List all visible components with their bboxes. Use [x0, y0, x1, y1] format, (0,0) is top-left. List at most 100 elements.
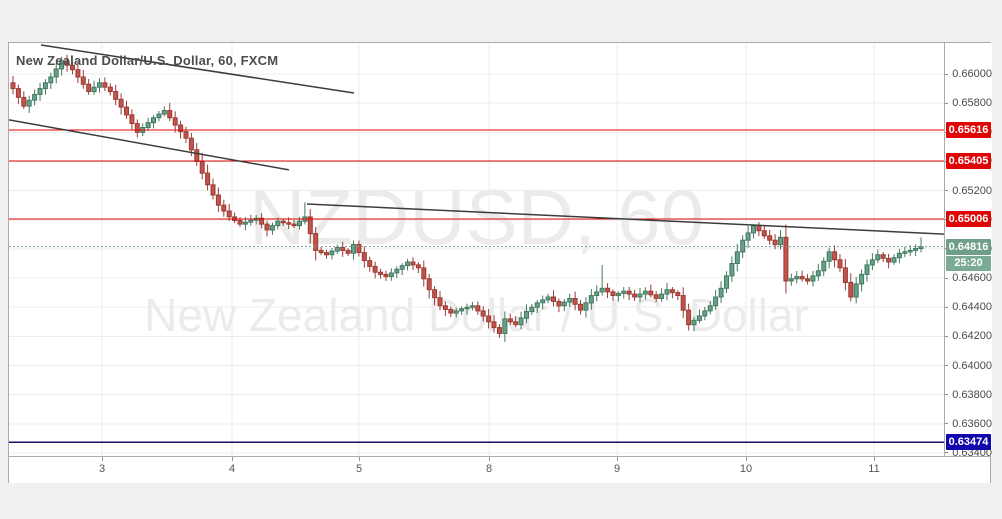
candle-body	[237, 220, 243, 225]
candle-body	[691, 319, 697, 326]
candle-body	[280, 220, 286, 224]
candle-body	[534, 302, 540, 308]
candle-body	[907, 249, 913, 253]
candle-body	[518, 317, 524, 326]
candle-body	[151, 117, 156, 124]
plot-area[interactable]: NZDUSD, 60 New Zealand Dollar / U.S. Dol…	[9, 43, 944, 456]
candle-body	[696, 315, 702, 321]
candle-body	[32, 93, 38, 101]
candle-body	[399, 265, 405, 270]
candle-body	[107, 86, 113, 93]
candle-body	[837, 259, 843, 269]
x-axis-tick	[489, 457, 490, 461]
bar-countdown-label: 25:20	[946, 255, 991, 271]
candle-body	[264, 223, 270, 231]
candle-body	[210, 184, 216, 196]
candle-body	[388, 272, 394, 278]
candle-body	[432, 289, 438, 299]
time-axis[interactable]: 3 4 5 8 9 10 11	[9, 456, 990, 483]
candle-body	[815, 270, 821, 277]
candle-body	[286, 222, 292, 225]
candle-body	[394, 268, 400, 274]
resistance-price-label: 0.65405	[946, 152, 991, 169]
candle-body	[334, 247, 340, 252]
candle-body	[167, 110, 173, 119]
candle-body	[172, 117, 178, 126]
candle-body	[615, 292, 621, 297]
trendline[interactable]	[9, 119, 290, 171]
candle-body	[372, 265, 378, 273]
candle-body	[783, 236, 789, 282]
candle-body	[86, 83, 92, 93]
y-axis-label: 0.64200	[945, 330, 992, 342]
candle-body	[356, 244, 362, 253]
watermark-name: New Zealand Dollar / U.S. Dollar	[144, 289, 809, 341]
chart-title: New Zealand Dollar/U.S. Dollar, 60, FXCM	[16, 53, 279, 68]
candle-body	[707, 305, 713, 312]
candle-body	[821, 260, 827, 272]
resistance-price-label: 0.65616	[946, 122, 991, 138]
price-chart-svg[interactable]	[9, 43, 944, 456]
candle-body	[594, 291, 600, 296]
x-axis-label: 11	[868, 463, 880, 475]
candle-body	[199, 161, 205, 174]
candle-body	[886, 257, 892, 263]
candle-body	[15, 88, 21, 98]
candle-body	[469, 305, 475, 308]
candle-body	[307, 216, 313, 235]
x-axis-tick	[102, 457, 103, 461]
trendline[interactable]	[40, 44, 355, 94]
candle-body	[664, 289, 670, 295]
candle-body	[259, 217, 265, 225]
candle-body	[205, 172, 211, 186]
candle-body	[80, 76, 86, 85]
candle-body	[37, 88, 43, 95]
candle-body	[561, 301, 567, 307]
candle-body	[340, 247, 346, 251]
candle-body	[10, 82, 16, 90]
current-price-label: 0.64816	[946, 238, 991, 255]
candle-body	[351, 244, 356, 254]
candle-body	[545, 296, 551, 301]
candle-body	[318, 249, 324, 254]
candle-body	[405, 261, 411, 267]
candle-body	[324, 252, 329, 256]
y-axis-label: 0.66000	[945, 68, 992, 80]
candle-body	[502, 318, 508, 334]
candle-body	[864, 264, 870, 275]
candle-body	[702, 310, 708, 317]
candle-body	[745, 232, 751, 241]
candle-body	[513, 321, 519, 326]
y-axis-label: 0.65200	[945, 185, 992, 197]
candle-body	[475, 305, 481, 312]
x-axis-tick	[232, 457, 233, 461]
candle-body	[642, 290, 648, 295]
candle-body	[129, 114, 135, 125]
candle-body	[383, 273, 389, 278]
candle-body	[459, 308, 465, 312]
candle-body	[113, 91, 119, 100]
candle-body	[659, 293, 665, 300]
candle-body	[778, 236, 783, 246]
candle-body	[729, 263, 735, 277]
candle-body	[669, 289, 675, 294]
candle-body	[161, 110, 167, 115]
resistance-price-label: 0.65006	[946, 210, 991, 227]
candle-body	[426, 278, 432, 291]
candle-body	[680, 295, 686, 311]
candle-body	[567, 298, 573, 303]
candle-body	[53, 68, 59, 78]
candle-body	[269, 225, 275, 231]
candle-body	[415, 264, 421, 269]
candle-body	[248, 219, 254, 223]
candle-body	[183, 131, 189, 139]
candle-body	[859, 273, 865, 285]
candle-body	[605, 287, 611, 293]
candle-body	[21, 96, 27, 107]
candle-body	[215, 194, 221, 206]
trendline[interactable]	[306, 203, 944, 235]
candle-body	[637, 293, 643, 298]
price-axis[interactable]: 0.660000.658000.656000.654000.652000.650…	[944, 43, 992, 459]
candle-body	[756, 225, 762, 232]
candle-body	[491, 321, 497, 329]
